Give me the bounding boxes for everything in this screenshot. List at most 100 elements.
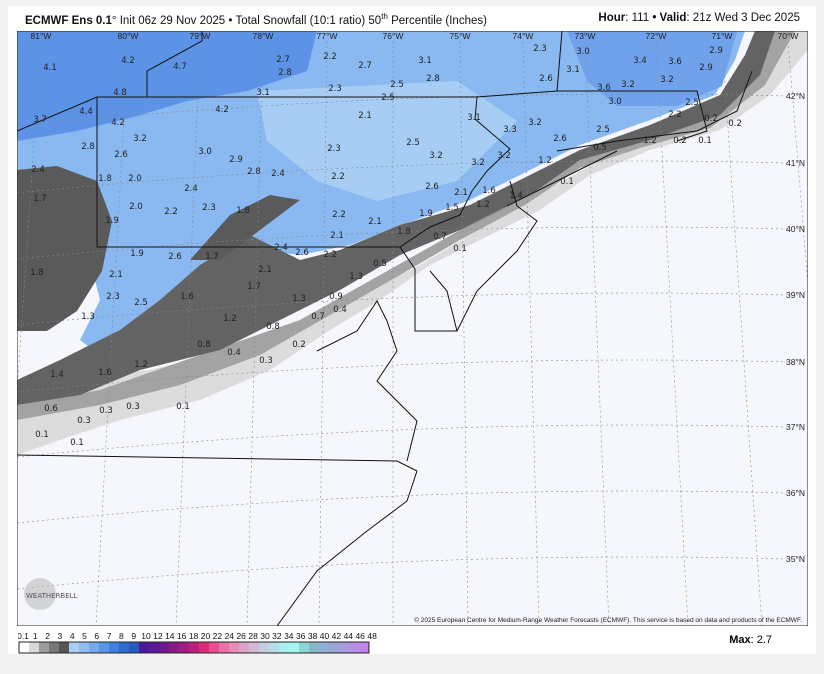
longitude-label: 79°W [190, 31, 211, 41]
latitude-label: 35°N [786, 554, 805, 564]
snowfall-value: 1.4 [50, 370, 64, 380]
snowfall-value: 0.3 [77, 416, 91, 426]
legend-tick: 46 [355, 631, 365, 641]
snowfall-value: 2.0 [129, 202, 143, 212]
legend-tick: 5 [82, 631, 87, 641]
legend-swatch [99, 642, 110, 653]
snowfall-value: 2.6 [295, 248, 309, 258]
snowfall-value: 0.4 [227, 348, 241, 358]
legend-tick: 2 [45, 631, 50, 641]
legend-swatch [179, 642, 190, 653]
snowfall-value: 2.3 [106, 292, 120, 302]
legend-swatch [209, 642, 220, 653]
model-name: ECMWF Ens 0.1 [25, 14, 112, 27]
degree-symbol: ° [111, 14, 117, 27]
longitude-label: 72°W [646, 31, 667, 41]
legend-swatch [289, 642, 300, 653]
snowfall-value: 0.7 [311, 312, 325, 322]
snowfall-value: 2.5 [134, 298, 148, 308]
snowfall-value: 3.1 [566, 65, 580, 75]
snowfall-shading [17, 31, 808, 455]
legend-swatch [279, 642, 290, 653]
snow-dark-ridge [190, 195, 300, 260]
legend-swatch [129, 642, 140, 653]
longitude-label: 80°W [118, 31, 139, 41]
snowfall-value: 1.7 [205, 252, 219, 262]
snowfall-value: 0.4 [333, 305, 347, 315]
legend-swatch [89, 642, 100, 653]
legend-tick: 48 [367, 631, 377, 641]
copyright: © 2025 European Centre for Medium-Range … [414, 616, 802, 624]
latitude-label: 41°N [786, 158, 805, 168]
legend-tick: 40 [320, 631, 330, 641]
legend-swatch [249, 642, 260, 653]
snowfall-value: 0.8 [197, 340, 211, 350]
snowfall-value: 2.6 [553, 134, 567, 144]
longitude-label: 77°W [317, 31, 338, 41]
snowfall-value: 1.7 [247, 282, 261, 292]
legend-tick: 24 [225, 631, 235, 641]
legend-tick: 32 [272, 631, 282, 641]
snowfall-value: 3.2 [133, 134, 147, 144]
legend-swatch [49, 642, 60, 653]
snowfall-value: 2.1 [358, 111, 372, 121]
longitude-label: 73°W [575, 31, 596, 41]
snowfall-value: 1.2 [223, 314, 237, 324]
legend-tick: 26 [236, 631, 246, 641]
legend-tick: 16 [177, 631, 187, 641]
snowfall-value: 2.5 [381, 93, 395, 103]
snowfall-value: 1.8 [30, 268, 44, 278]
legend-tick: 34 [284, 631, 294, 641]
snow-heavy-blue [17, 31, 317, 141]
snowfall-value: 0.6 [44, 404, 58, 414]
snowfall-value: 2.6 [539, 74, 553, 84]
legend-swatch [169, 642, 180, 653]
legend-swatch [119, 642, 130, 653]
snowfall-value: 3.2 [621, 80, 635, 90]
snowfall-value: 2.6 [168, 252, 182, 262]
legend-tick: 44 [344, 631, 354, 641]
snowfall-value: 1.8 [397, 227, 411, 237]
latitude-label: 38°N [786, 357, 805, 367]
product-sup: th [381, 12, 388, 21]
hour-label: Hour [598, 12, 626, 24]
snowfall-value: 4.8 [113, 88, 127, 98]
snowfall-value: 2.4 [184, 184, 198, 194]
legend-swatch [309, 642, 320, 653]
snowfall-value: 1.9 [105, 216, 119, 226]
max-label: Max [729, 634, 751, 646]
snowfall-value: 1.6 [482, 186, 496, 196]
snowfall-value: 2.4 [271, 169, 285, 179]
snowfall-value: 4.4 [79, 107, 93, 117]
snowfall-value: 1.2 [538, 156, 552, 166]
snowfall-value: 2.1 [368, 217, 382, 227]
snowfall-value: 2.9 [229, 155, 243, 165]
legend-tick: 7 [107, 631, 112, 641]
snowfall-value: 0.3 [126, 402, 140, 412]
legend-ticks: 0.1 1 2 3 4 5 6 7 8 9 10 12 14 16 18 20 22 24 26 28 30 32 34 36… [18, 631, 377, 641]
longitude-label: 75°W [450, 31, 471, 41]
snowfall-value: 0.7 [433, 232, 447, 242]
snowfall-value: 2.1 [258, 265, 272, 275]
snowfall-value: 2.5 [406, 138, 420, 148]
snowfall-value: 2.9 [709, 46, 723, 56]
snowfall-value: 2.1 [454, 188, 468, 198]
snowfall-value: 2.5 [390, 80, 404, 90]
legend-tick: 14 [165, 631, 175, 641]
legend-swatch [29, 642, 40, 653]
longitude-label: 81°W [31, 31, 52, 41]
snowfall-value: 2.2 [323, 250, 337, 260]
snowfall-value: 0.1 [70, 438, 84, 448]
snowfall-value: 2.8 [81, 142, 95, 152]
snowfall-value: 0.8 [266, 322, 280, 332]
snowfall-value: 1.2 [643, 136, 657, 146]
snowfall-value: 3.2 [429, 151, 443, 161]
snow-band-light [17, 31, 808, 455]
snow-dark-west [17, 166, 112, 331]
snowfall-value: 2.3 [328, 84, 342, 94]
snowfall-value: 2.6 [114, 150, 128, 160]
legend-swatch [349, 642, 360, 653]
snowfall-map[interactable]: 81°W 80°W 79°W 78°W 77°W 76°W 75°W 74°W 73°W 72°W… [17, 31, 808, 626]
snowfall-value: 4.7 [173, 62, 187, 72]
legend-swatch [259, 642, 270, 653]
